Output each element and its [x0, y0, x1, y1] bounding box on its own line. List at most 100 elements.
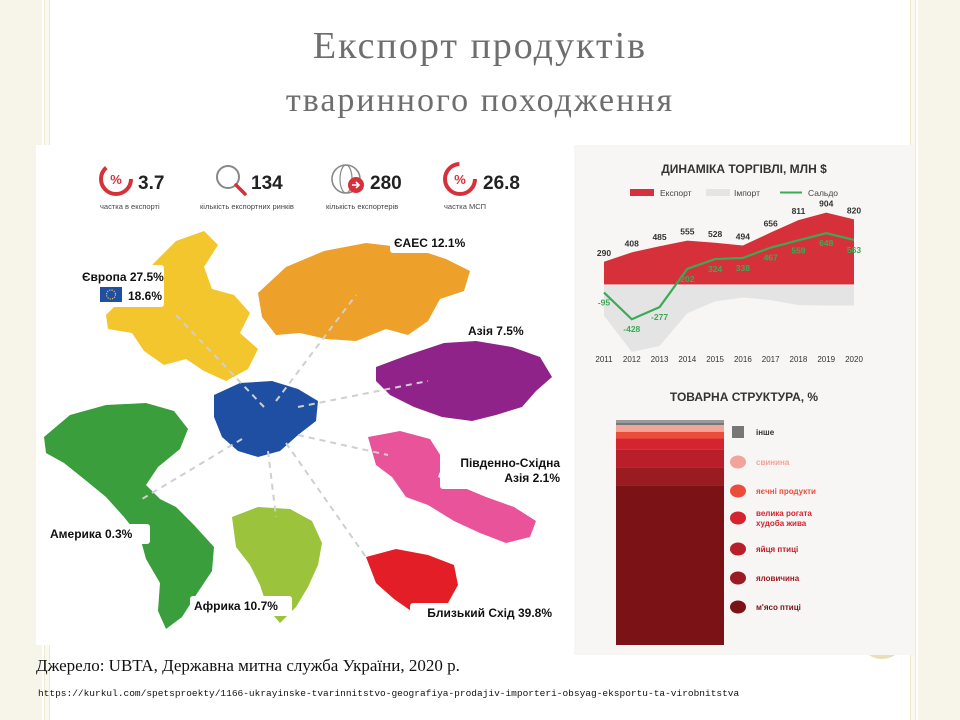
export-value-label: 904 [819, 199, 833, 209]
export-value-label: 555 [680, 227, 694, 237]
export-value-label: 528 [708, 229, 722, 239]
markets-search-icon [216, 165, 247, 196]
kpi-value-4: 26.8 [483, 173, 520, 194]
saldo-value-label: 563 [847, 245, 861, 255]
egg-products-icon [730, 484, 746, 498]
eggs-icon [730, 542, 746, 556]
saldo-value-label: 648 [819, 238, 833, 248]
africa-label-box [190, 596, 292, 616]
export-value-label: 485 [652, 232, 666, 242]
structure-label: велика рогата [756, 509, 812, 518]
export-share-icon: % [99, 162, 133, 196]
year-tick-label: 2015 [706, 355, 724, 364]
export-value-label: 811 [792, 206, 806, 216]
structure-segment [616, 485, 724, 645]
export-map-svg: % 3.7 частка в експорті 134 кількість ек… [44, 162, 564, 629]
trade-charts-panel: ДИНАМІКА ТОРГІВЛІ, МЛН $ Експорт Імпорт … [574, 145, 914, 655]
structure-chart-title: ТОВАРНА СТРУКТУРА, % [670, 390, 818, 404]
europe-region [106, 231, 258, 381]
structure-label: яловичина [756, 574, 800, 583]
legend-label-saldo: Сальдо [808, 188, 838, 198]
kpi-label-3: кількість експортерів [326, 202, 398, 211]
poultry-icon [730, 600, 746, 614]
kpi-label-4: частка МСП [444, 202, 486, 211]
export-value-label: 290 [597, 248, 611, 258]
label-middle-east: Близький Схід 39.8% [427, 606, 552, 620]
label-sea-line1: Південно-Східна [460, 456, 560, 470]
slide-title: Експорт продуктів тваринного походження [90, 22, 870, 124]
title-line-2: тваринного походження [285, 82, 675, 119]
saldo-value-label: 202 [680, 274, 694, 284]
exporters-globe-icon [331, 164, 364, 194]
saldo-line [603, 232, 855, 321]
year-tick-label: 2018 [790, 355, 808, 364]
label-eu: 18.6% [128, 289, 162, 303]
structure-label: інше [756, 428, 775, 437]
kpi-value-2: 134 [251, 173, 283, 194]
saldo-value-label: -277 [651, 312, 668, 322]
eaeu-label-box [390, 233, 472, 253]
saldo-value-label: 324 [708, 264, 722, 274]
structure-label: свинина [756, 458, 790, 467]
svg-text:%: % [454, 172, 466, 187]
sme-share-icon: % [443, 162, 477, 196]
source-url-link[interactable]: https://kurkul.com/spetsproekty/1166-ukr… [38, 688, 740, 699]
legend-swatch-export [630, 189, 654, 196]
year-tick-label: 2019 [817, 355, 835, 364]
source-note: Джерело: UBTA, Державна митна служба Укр… [36, 656, 460, 675]
export-value-label: 820 [847, 205, 861, 215]
saldo-value-label: -428 [623, 324, 640, 334]
ukraine-shape [214, 381, 318, 457]
africa-region [232, 507, 322, 623]
saldo-value-label: 559 [791, 245, 805, 255]
year-tick-label: 2013 [651, 355, 669, 364]
year-tick-label: 2012 [623, 355, 641, 364]
saldo-value-label: 467 [764, 253, 778, 263]
structure-segment [616, 425, 724, 432]
structure-segment [616, 431, 724, 439]
slide-frame-left [0, 0, 42, 720]
slide-frame-right [918, 0, 960, 720]
svg-text:%: % [110, 172, 122, 187]
structure-label: яйця птиці [756, 545, 798, 554]
year-tick-label: 2014 [678, 355, 696, 364]
trade-chart-title: ДИНАМІКА ТОРГІВЛІ, МЛН $ [661, 162, 827, 176]
kpi-value-1: 3.7 [138, 173, 164, 194]
title-line-1: Експорт продуктів [312, 25, 648, 67]
export-map-panel: % 3.7 частка в експорті 134 кількість ек… [36, 145, 572, 645]
structure-stacked-bar: інше свинина яєчні продукти велика рогатаху… [616, 420, 816, 645]
label-america: Америка 0.3% [50, 527, 133, 541]
beef-icon [730, 571, 746, 585]
middle-east-label-box [410, 603, 556, 623]
other-icon [732, 426, 744, 438]
trade-charts-svg: ДИНАМІКА ТОРГІВЛІ, МЛН $ Експорт Імпорт … [595, 162, 863, 645]
kpi-label-2: кількість експортних ринків [200, 202, 294, 211]
label-europe: Європа 27.5% [82, 270, 164, 284]
structure-segment [616, 438, 724, 450]
export-value-label: 494 [736, 231, 750, 241]
label-eaeu: ЄАЕС 12.1% [394, 236, 466, 250]
saldo-value-label: 338 [736, 263, 750, 273]
trade-line-chart: 290 408 485 555 528 494 656 811 904 820 -95 -428 -27… [595, 199, 863, 364]
kpi-label-1: частка в експорті [100, 202, 160, 211]
cattle-icon [730, 511, 746, 525]
year-tick-label: 2011 [595, 355, 613, 364]
middle-east-region [366, 549, 458, 617]
structure-bar-cap [616, 420, 724, 423]
asia-region [376, 341, 552, 421]
asia-label-box [462, 321, 538, 341]
export-area [604, 212, 854, 285]
structure-label: м'ясо птиці [756, 603, 801, 612]
label-sea-line2: Азія 2.1% [504, 471, 560, 485]
export-value-label: 408 [625, 238, 639, 248]
year-tick-label: 2020 [845, 355, 863, 364]
label-asia: Азія 7.5% [468, 324, 524, 338]
pork-icon [730, 455, 746, 469]
europe-label-box [78, 265, 164, 307]
saldo-value-label: -95 [598, 298, 611, 308]
year-tick-label: 2017 [762, 355, 780, 364]
year-tick-label: 2016 [734, 355, 752, 364]
structure-segment [616, 449, 724, 468]
structure-label: худоба жива [756, 519, 807, 528]
structure-segment [616, 423, 724, 426]
